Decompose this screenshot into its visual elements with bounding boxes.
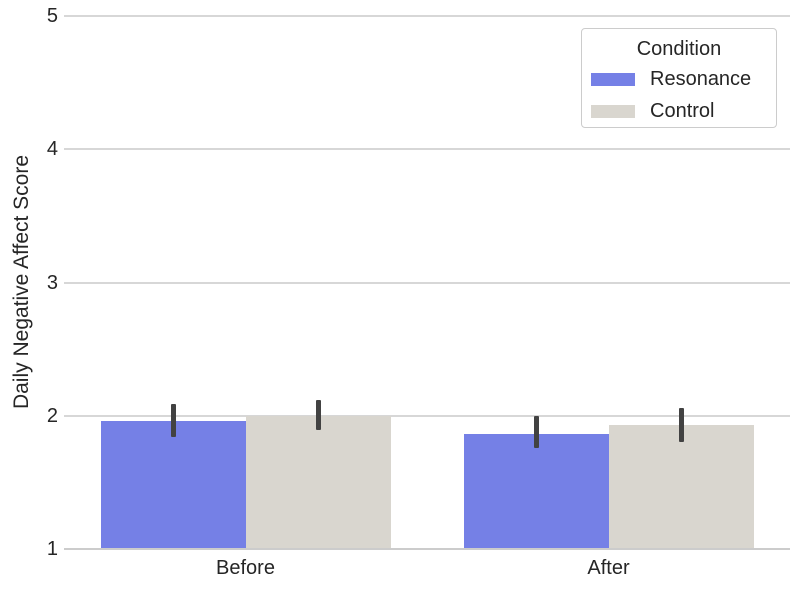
legend-item-resonance: Resonance [591, 63, 767, 95]
bar-resonance-after [463, 434, 609, 549]
gridline-y-2 [64, 414, 790, 417]
bar-resonance-before [100, 421, 246, 549]
bar-control-after [608, 425, 754, 549]
y-tick-label-3: 3 [46, 271, 58, 294]
x-tick-label-before: Before [216, 557, 275, 579]
legend-label-control: Control [650, 99, 715, 122]
legend-swatch-resonance [591, 72, 635, 86]
y-tick-label-1: 1 [46, 538, 58, 560]
legend: Condition Resonance Control [581, 28, 777, 128]
y-tick-label-2: 2 [46, 404, 58, 427]
error-bar-resonance-before [170, 403, 176, 438]
y-tick-label-5: 5 [46, 5, 58, 27]
error-bar-control-after [678, 407, 684, 443]
gridline-y-3 [64, 281, 790, 284]
legend-swatch-control [591, 104, 635, 118]
legend-item-control: Control [591, 95, 767, 127]
y-tick-label-4: 4 [46, 138, 58, 161]
legend-title: Condition [636, 38, 722, 60]
legend-label-resonance: Resonance [650, 67, 752, 90]
x-axis-line [64, 548, 790, 550]
error-bar-control-before [315, 399, 321, 431]
x-tick-label-after: After [587, 557, 630, 579]
error-bar-resonance-after [533, 415, 539, 448]
bar-control-before [245, 415, 391, 549]
gridline-y-4 [64, 148, 790, 151]
legend-items: Resonance Control [591, 63, 767, 127]
gridline-y-5 [64, 15, 790, 17]
